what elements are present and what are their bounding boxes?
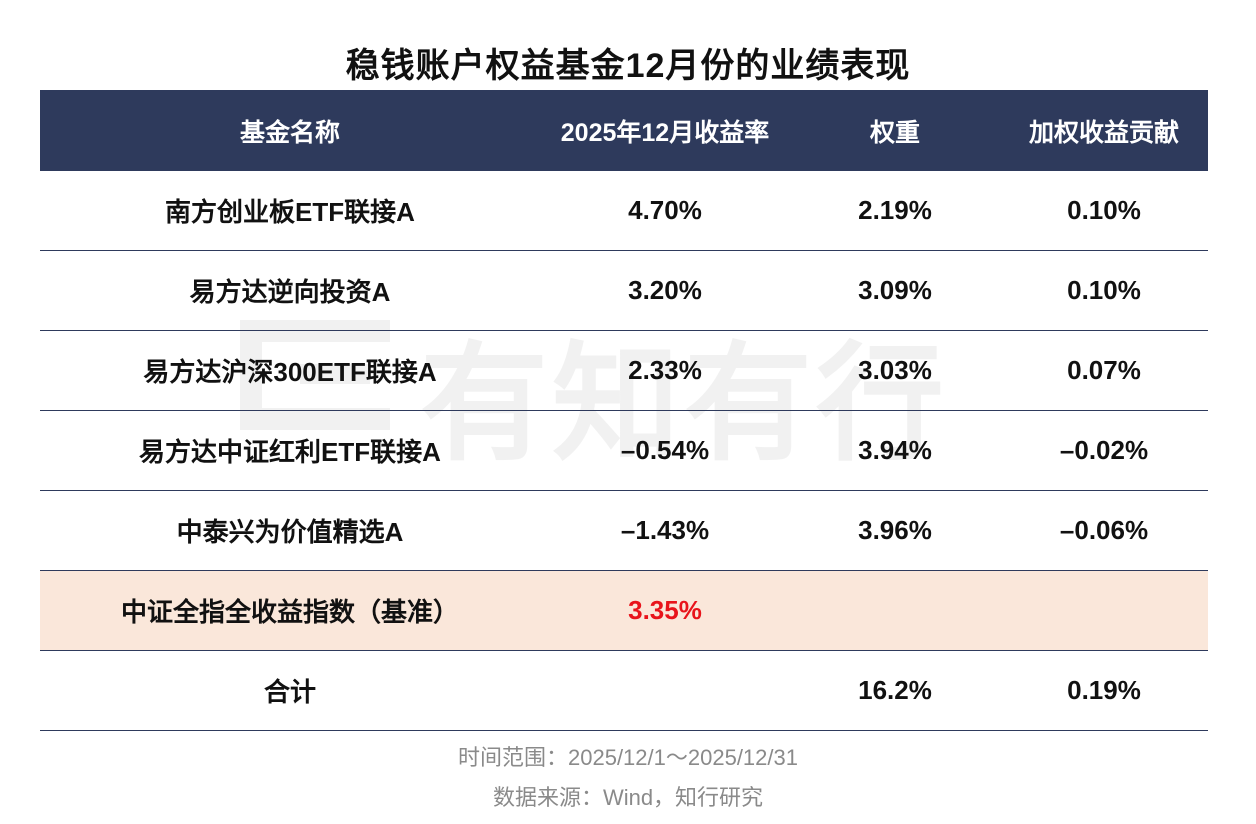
table-header-row: 基金名称 2025年12月收益率 权重 加权收益贡献: [40, 90, 1208, 171]
weight-cell: 2.19%: [858, 195, 932, 225]
weight-cell: 3.03%: [858, 355, 932, 385]
chart-title: 稳钱账户权益基金12月份的业绩表现: [345, 47, 911, 85]
total-weight-cell: 16.2%: [858, 675, 932, 705]
table-row: 易方达沪深300ETF联接A 2.33% 3.03% 0.07%: [40, 331, 1208, 411]
fund-name-cell: 中泰兴为价值精选A: [176, 517, 404, 547]
benchmark-name-cell: 中证全指全收益指数（基准）: [120, 597, 459, 627]
header-weight: 权重: [869, 118, 920, 147]
contribution-cell: 0.07%: [1067, 355, 1141, 385]
return-cell: –0.54%: [620, 435, 710, 465]
header-contribution: 加权收益贡献: [1028, 118, 1179, 147]
total-contribution-cell: 0.19%: [1067, 675, 1141, 705]
weight-cell: 3.94%: [858, 435, 932, 465]
contribution-cell: 0.10%: [1067, 195, 1141, 225]
time-range-note: 时间范围：2025/12/1～2025/12/31: [458, 745, 798, 770]
fund-name-cell: 南方创业板ETF联接A: [165, 197, 415, 227]
benchmark-row: 中证全指全收益指数（基准） 3.35%: [40, 571, 1208, 651]
return-cell: –1.43%: [620, 515, 710, 545]
weight-cell: 3.09%: [858, 275, 932, 305]
performance-table: 基金名称 2025年12月收益率 权重 加权收益贡献 南方创业板ETF联接A 4…: [40, 90, 1208, 731]
total-row: 合计 16.2% 0.19%: [40, 651, 1208, 731]
header-return: 2025年12月收益率: [560, 118, 770, 147]
data-source-note: 数据来源：Wind，知行研究: [492, 785, 764, 810]
return-cell: 3.20%: [628, 275, 702, 305]
table-row: 中泰兴为价值精选A –1.43% 3.96% –0.06%: [40, 491, 1208, 571]
table-row: 易方达逆向投资A 3.20% 3.09% 0.10%: [40, 251, 1208, 331]
fund-name-cell: 易方达沪深300ETF联接A: [143, 357, 437, 387]
contribution-cell: 0.10%: [1067, 275, 1141, 305]
weight-cell: 3.96%: [858, 515, 932, 545]
header-fund-name: 基金名称: [239, 118, 340, 147]
contribution-cell: –0.02%: [1059, 435, 1149, 465]
fund-name-cell: 易方达逆向投资A: [189, 277, 391, 307]
return-cell: 4.70%: [628, 195, 702, 225]
return-cell: 2.33%: [628, 355, 702, 385]
benchmark-return-cell: 3.35%: [628, 595, 702, 625]
table-row: 易方达中证红利ETF联接A –0.54% 3.94% –0.02%: [40, 411, 1208, 491]
table-row: 南方创业板ETF联接A 4.70% 2.19% 0.10%: [40, 171, 1208, 251]
total-label-cell: 合计: [263, 677, 316, 707]
contribution-cell: –0.06%: [1059, 515, 1149, 545]
fund-name-cell: 易方达中证红利ETF联接A: [139, 437, 441, 467]
